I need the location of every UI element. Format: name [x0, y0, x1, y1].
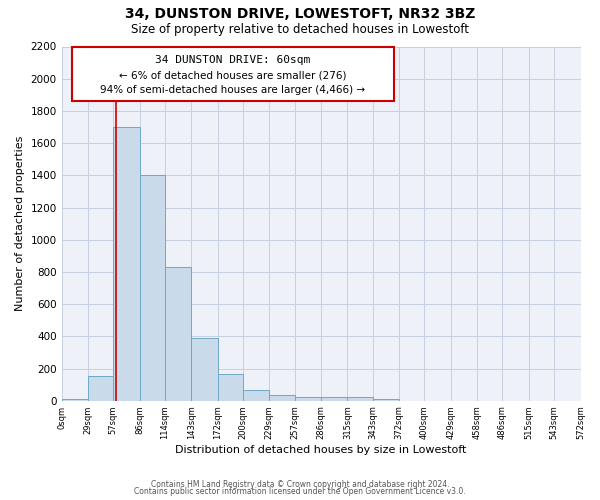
Text: ← 6% of detached houses are smaller (276): ← 6% of detached houses are smaller (276… — [119, 70, 347, 81]
Bar — [269, 395, 295, 400]
Bar — [295, 396, 321, 400]
Text: 34 DUNSTON DRIVE: 60sqm: 34 DUNSTON DRIVE: 60sqm — [155, 56, 311, 66]
X-axis label: Distribution of detached houses by size in Lowestoft: Distribution of detached houses by size … — [175, 445, 467, 455]
Bar — [373, 399, 399, 400]
Bar — [218, 374, 243, 400]
Bar — [191, 338, 218, 400]
Bar — [321, 398, 347, 400]
Text: Contains public sector information licensed under the Open Government Licence v3: Contains public sector information licen… — [134, 487, 466, 496]
Bar — [140, 176, 165, 400]
Text: Contains HM Land Registry data © Crown copyright and database right 2024.: Contains HM Land Registry data © Crown c… — [151, 480, 449, 489]
Bar — [88, 376, 113, 400]
Text: 34, DUNSTON DRIVE, LOWESTOFT, NR32 3BZ: 34, DUNSTON DRIVE, LOWESTOFT, NR32 3BZ — [125, 8, 475, 22]
Text: 94% of semi-detached houses are larger (4,466) →: 94% of semi-detached houses are larger (… — [100, 85, 365, 95]
Text: Size of property relative to detached houses in Lowestoft: Size of property relative to detached ho… — [131, 22, 469, 36]
FancyBboxPatch shape — [72, 46, 394, 102]
Bar — [113, 127, 140, 400]
Bar — [62, 399, 88, 400]
Bar — [243, 390, 269, 400]
Y-axis label: Number of detached properties: Number of detached properties — [15, 136, 25, 312]
Bar — [165, 267, 191, 400]
Bar — [347, 396, 373, 400]
